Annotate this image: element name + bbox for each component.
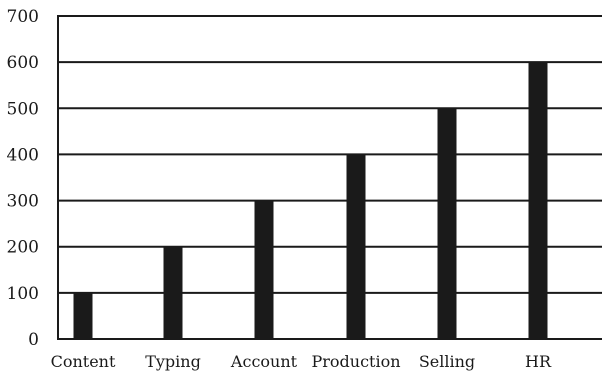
- x-tick-label: Typing: [145, 352, 201, 371]
- y-tick-label: 600: [7, 53, 39, 73]
- axes: [57, 15, 602, 340]
- x-tick-labels: Content Typing Account Production Selling HR: [51, 352, 552, 371]
- bars: [73, 62, 548, 340]
- y-tick-label: 700: [7, 7, 39, 27]
- y-tick-label: 300: [7, 192, 39, 212]
- bar-selling: [437, 108, 457, 340]
- grid-lines: [58, 15, 602, 294]
- x-tick-label: Selling: [419, 352, 475, 371]
- y-tick-label: 100: [7, 284, 39, 304]
- bar-content: [73, 292, 93, 339]
- y-tick-label: 200: [7, 238, 39, 258]
- y-tick-label: 500: [7, 99, 39, 119]
- bar-account: [254, 200, 274, 339]
- y-tick-label: 400: [7, 145, 39, 165]
- x-tick-label: Account: [230, 352, 298, 371]
- x-tick-label: HR: [525, 352, 552, 371]
- bar-hr: [528, 62, 548, 340]
- bar-production: [346, 154, 366, 339]
- x-tick-label: Production: [311, 352, 400, 371]
- x-tick-label: Content: [51, 352, 116, 371]
- y-tick-label: 0: [28, 330, 39, 350]
- y-tick-labels: 0 100 200 300 400 500 600 700: [7, 7, 39, 350]
- bar-typing: [163, 246, 183, 339]
